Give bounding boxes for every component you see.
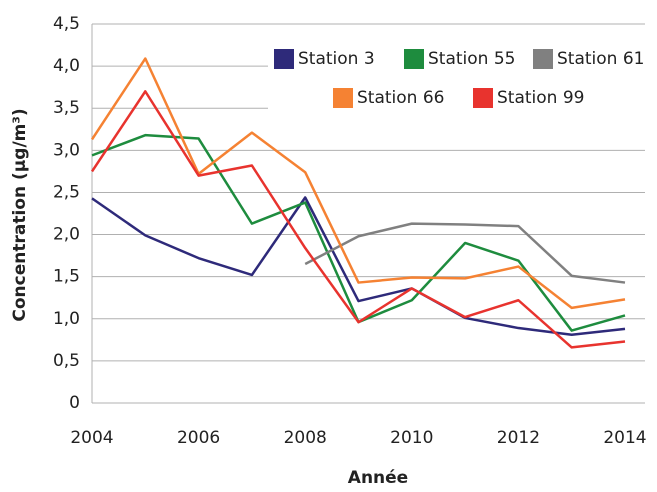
legend-swatch [333, 88, 353, 108]
y-tick-label: 2,5 [53, 182, 80, 202]
y-tick-label: 0 [69, 393, 80, 413]
legend-label: Station 66 [357, 88, 444, 108]
x-tick-label: 2010 [390, 428, 433, 448]
series-line [90, 90, 626, 349]
legend-label: Station 55 [428, 49, 515, 69]
y-tick-label: 1,0 [53, 309, 80, 329]
series-line [91, 196, 626, 337]
legend-swatch [533, 49, 553, 69]
x-axis-label: Année [348, 468, 408, 488]
y-tick-label: 2,0 [53, 225, 80, 245]
legend-label: Station 3 [298, 49, 375, 69]
legend-swatch [274, 49, 294, 69]
legend-background [268, 40, 653, 120]
legend-swatch [473, 88, 493, 108]
y-tick-label: 4,5 [53, 14, 80, 34]
legend-label: Station 61 [557, 49, 644, 69]
legend-swatch [404, 49, 424, 69]
x-tick-label: 2014 [603, 428, 646, 448]
x-tick-label: 2004 [70, 428, 113, 448]
series-line [90, 57, 626, 310]
legend-label: Station 99 [497, 88, 584, 108]
x-tick-label: 2008 [284, 428, 327, 448]
y-tick-label: 3,0 [53, 140, 80, 160]
y-tick-label: 1,5 [53, 267, 80, 287]
x-tick-label: 2006 [177, 428, 220, 448]
y-axis-label: Concentration (µg/m³) [10, 108, 30, 321]
series-line [304, 222, 626, 284]
y-tick-label: 3,5 [53, 98, 80, 118]
x-tick-label: 2012 [497, 428, 540, 448]
y-tick-label: 0,5 [53, 351, 80, 371]
y-tick-label: 4,0 [53, 56, 80, 76]
